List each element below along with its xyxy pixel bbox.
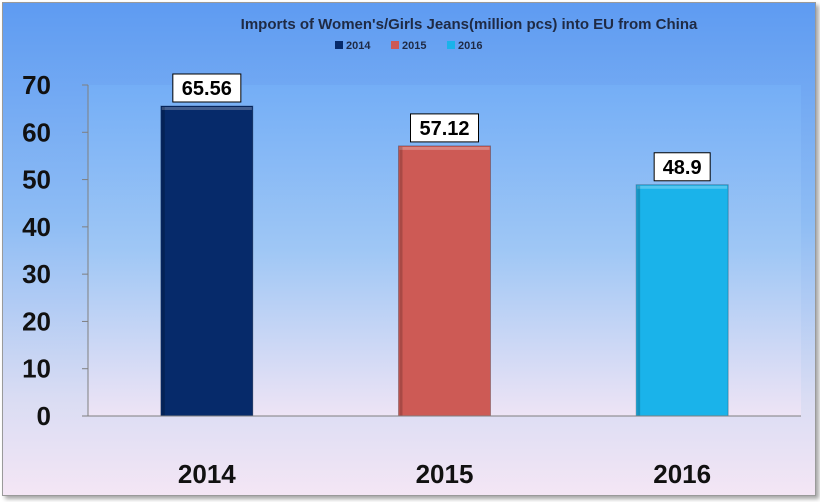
- x-tick-label: 2014: [178, 459, 236, 489]
- y-tick-label: 0: [37, 401, 51, 431]
- data-label-box: [172, 73, 242, 103]
- x-axis: 2014 2015 2016: [88, 415, 801, 489]
- data-label-box: [653, 152, 711, 182]
- data-label: 48.9: [663, 157, 702, 179]
- bar-edge-shade: [161, 106, 165, 416]
- bar-edge-shade: [637, 185, 641, 416]
- bar-2016: [635, 184, 729, 417]
- legend-swatch: [391, 41, 399, 49]
- y-tick-label: 40: [22, 212, 51, 242]
- x-tick-label: 2016: [653, 459, 711, 489]
- y-tick-label: 60: [22, 117, 51, 147]
- y-tick-label: 10: [22, 354, 51, 384]
- legend-label: 2014: [346, 40, 371, 52]
- chart-title: Imports of Women's/Girls Jeans(million p…: [241, 16, 698, 33]
- bar-top-highlight: [161, 106, 252, 110]
- y-tick-label: 50: [22, 165, 51, 195]
- bar-2015: [398, 145, 491, 417]
- x-tick-label: 2015: [416, 459, 474, 489]
- bar-edge-shade: [399, 146, 403, 417]
- legend-label: 2016: [458, 40, 482, 52]
- bar-top-highlight: [399, 146, 490, 150]
- chart-frame: Imports of Women's/Girls Jeans(million p…: [2, 2, 816, 496]
- bar-2014: [160, 105, 254, 417]
- legend-label: 2015: [402, 40, 426, 52]
- bar-top-highlight: [637, 185, 728, 189]
- bars: 65.56 57.12 48.9: [160, 73, 729, 417]
- bar-chart: Imports of Women's/Girls Jeans(million p…: [3, 3, 815, 495]
- legend: 2014 2015 2016: [335, 40, 482, 52]
- y-axis: 0 10 20 30 40 50 60 70: [22, 70, 89, 431]
- y-tick-label: 70: [22, 70, 51, 100]
- legend-swatch: [447, 41, 455, 49]
- data-label-box: [410, 113, 479, 143]
- y-tick-label: 30: [22, 259, 51, 289]
- data-label: 57.12: [419, 118, 469, 140]
- legend-swatch: [335, 41, 343, 49]
- y-tick-label: 20: [22, 306, 51, 336]
- data-label: 65.56: [182, 78, 232, 100]
